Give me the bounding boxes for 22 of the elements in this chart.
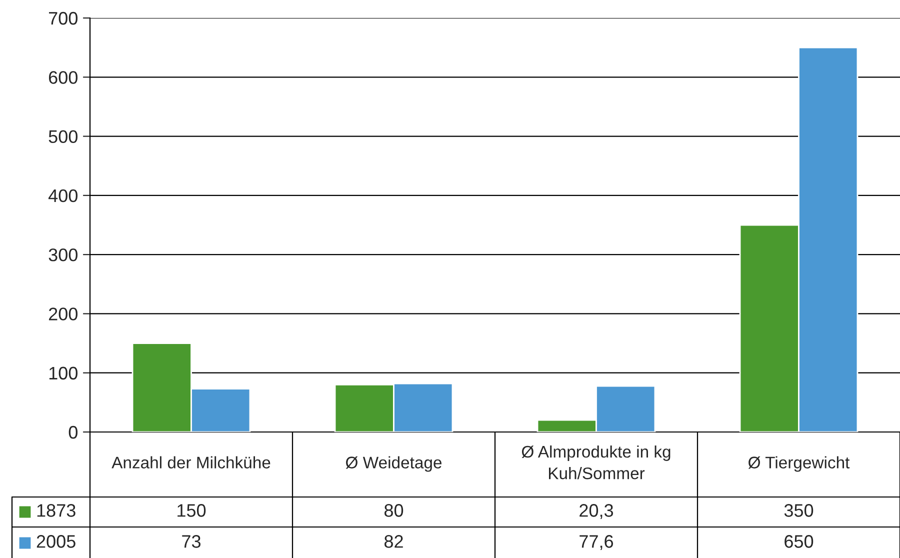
legend-label: 1873 — [37, 504, 76, 517]
y-tick-label: 500 — [48, 130, 78, 144]
y-tick-label: 300 — [48, 248, 78, 262]
data-label: 80 — [384, 504, 404, 517]
legend-label: 2005 — [36, 535, 76, 548]
y-tick-label: 100 — [49, 366, 78, 380]
x-tick-label: Ø Almprodukte in kg Kuh/Sommer — [522, 445, 670, 480]
y-tick-label: 700 — [49, 12, 78, 25]
data-label: 350 — [784, 504, 814, 517]
y-tick-label: 400 — [48, 189, 78, 202]
x-tick-label: Anzahl der Milchkühe — [112, 456, 270, 468]
data-label: 77,6 — [580, 535, 614, 550]
data-label: 20,3 — [580, 504, 614, 519]
data-label: 82 — [384, 535, 403, 548]
x-tick-label: Ø Tiergewicht — [748, 456, 850, 472]
data-label: 150 — [178, 504, 206, 517]
y-tick-label: 200 — [48, 308, 78, 320]
data-label: 650 — [784, 535, 814, 548]
x-tick-label: Ø Weidetage — [346, 456, 442, 472]
y-tick-label: 0 — [68, 426, 78, 439]
y-tick-label: 600 — [48, 71, 78, 84]
data-label: 73 — [182, 535, 200, 548]
